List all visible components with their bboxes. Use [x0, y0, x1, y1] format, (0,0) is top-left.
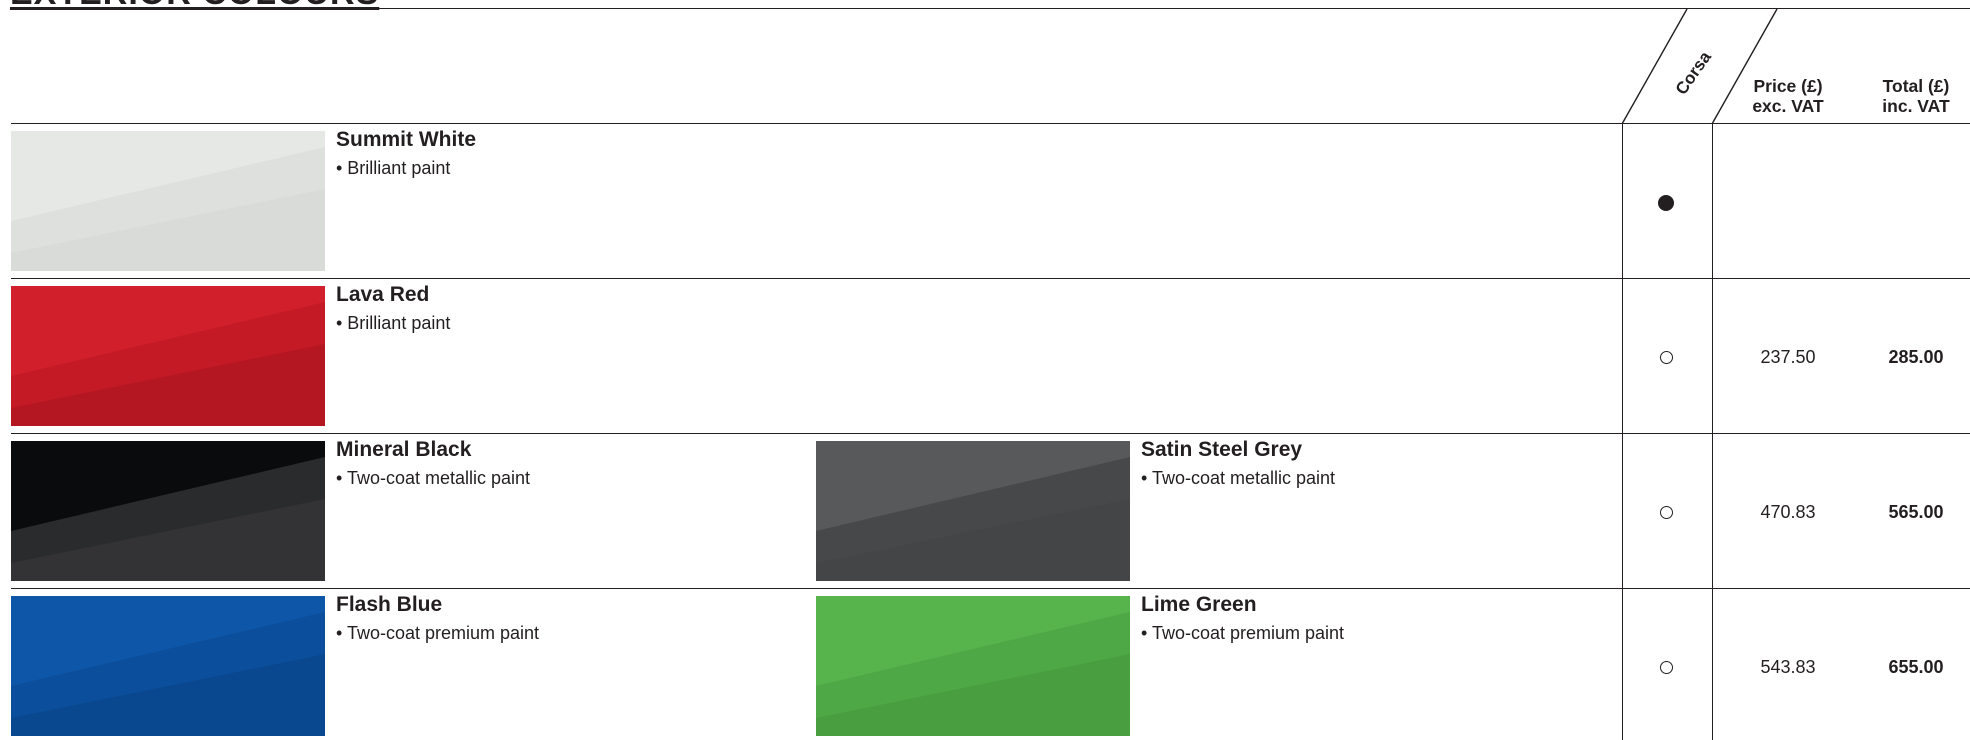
slanted-header-rule: [1711, 8, 1778, 125]
colour-paint-type: • Brilliant paint: [336, 313, 451, 333]
model-column-label: Corsa: [1672, 47, 1716, 98]
model-column-right-rule: [1712, 123, 1714, 740]
price-exc-vat: 543.83: [1760, 657, 1816, 677]
price-column-header: Price (£) exc. VAT: [1728, 76, 1848, 116]
page-title: EXTERIOR COLOURS: [10, 0, 379, 10]
colour-swatch-flash-blue: [11, 596, 325, 736]
swatch-shade: [11, 131, 325, 221]
total-inc-vat: 565.00: [1888, 502, 1944, 522]
colour-paint-type: • Brilliant paint: [336, 158, 451, 178]
row-divider: [11, 588, 1970, 590]
standard-availability-indicator: [1658, 195, 1674, 211]
colour-paint-type: • Two-coat premium paint: [336, 623, 540, 643]
swatch-shade: [816, 654, 1130, 736]
swatch-shade: [11, 286, 325, 376]
colour-name: Lava Red: [336, 283, 430, 306]
price-exc-vat: 470.83: [1760, 502, 1816, 522]
colour-swatch-lime-green: [816, 596, 1130, 736]
swatch-shade: [11, 596, 325, 686]
total-inc-vat: 285.00: [1888, 347, 1944, 367]
swatch-shade: [816, 441, 1130, 531]
colour-name: Mineral Black: [336, 438, 472, 461]
price-header-line2: exc. VAT: [1752, 96, 1824, 116]
colour-paint-type: • Two-coat metallic paint: [1141, 468, 1336, 488]
swatch-shade: [11, 189, 325, 271]
colour-swatch-satin-steel-grey: [816, 441, 1130, 581]
colour-name: Summit White: [336, 128, 476, 151]
colour-swatch-mineral-black: [11, 441, 325, 581]
colour-paint-type: • Two-coat metallic paint: [336, 468, 531, 488]
total-header-line1: Total (£): [1882, 76, 1950, 96]
header-bottom-rule: [11, 123, 1970, 125]
price-exc-vat: 237.50: [1760, 347, 1816, 367]
header-top-rule: [11, 8, 1970, 10]
total-column-header: Total (£) inc. VAT: [1866, 76, 1966, 116]
row-divider: [11, 278, 1970, 280]
swatch-shade: [11, 344, 325, 426]
colour-swatch-summit-white: [11, 131, 325, 271]
swatch-shade: [11, 654, 325, 736]
swatch-shade: [816, 596, 1130, 686]
option-availability-indicator: [1660, 661, 1673, 674]
slanted-header-rule: [1621, 8, 1688, 125]
colour-paint-type: • Two-coat premium paint: [1141, 623, 1345, 643]
swatch-shade: [11, 441, 325, 531]
colour-name: Lime Green: [1141, 593, 1257, 616]
total-inc-vat: 655.00: [1888, 657, 1944, 677]
model-column-left-rule: [1622, 123, 1624, 740]
option-availability-indicator: [1660, 351, 1673, 364]
swatch-shade: [816, 499, 1130, 581]
option-availability-indicator: [1660, 506, 1673, 519]
header-decoration: Corsa: [1621, 8, 1778, 125]
swatch-shade: [11, 499, 325, 581]
price-header-line1: Price (£): [1753, 76, 1823, 96]
colour-name: Satin Steel Grey: [1141, 438, 1303, 461]
colour-name: Flash Blue: [336, 593, 443, 616]
colour-swatch-lava-red: [11, 286, 325, 426]
row-divider: [11, 433, 1970, 435]
total-header-line2: inc. VAT: [1882, 96, 1950, 116]
